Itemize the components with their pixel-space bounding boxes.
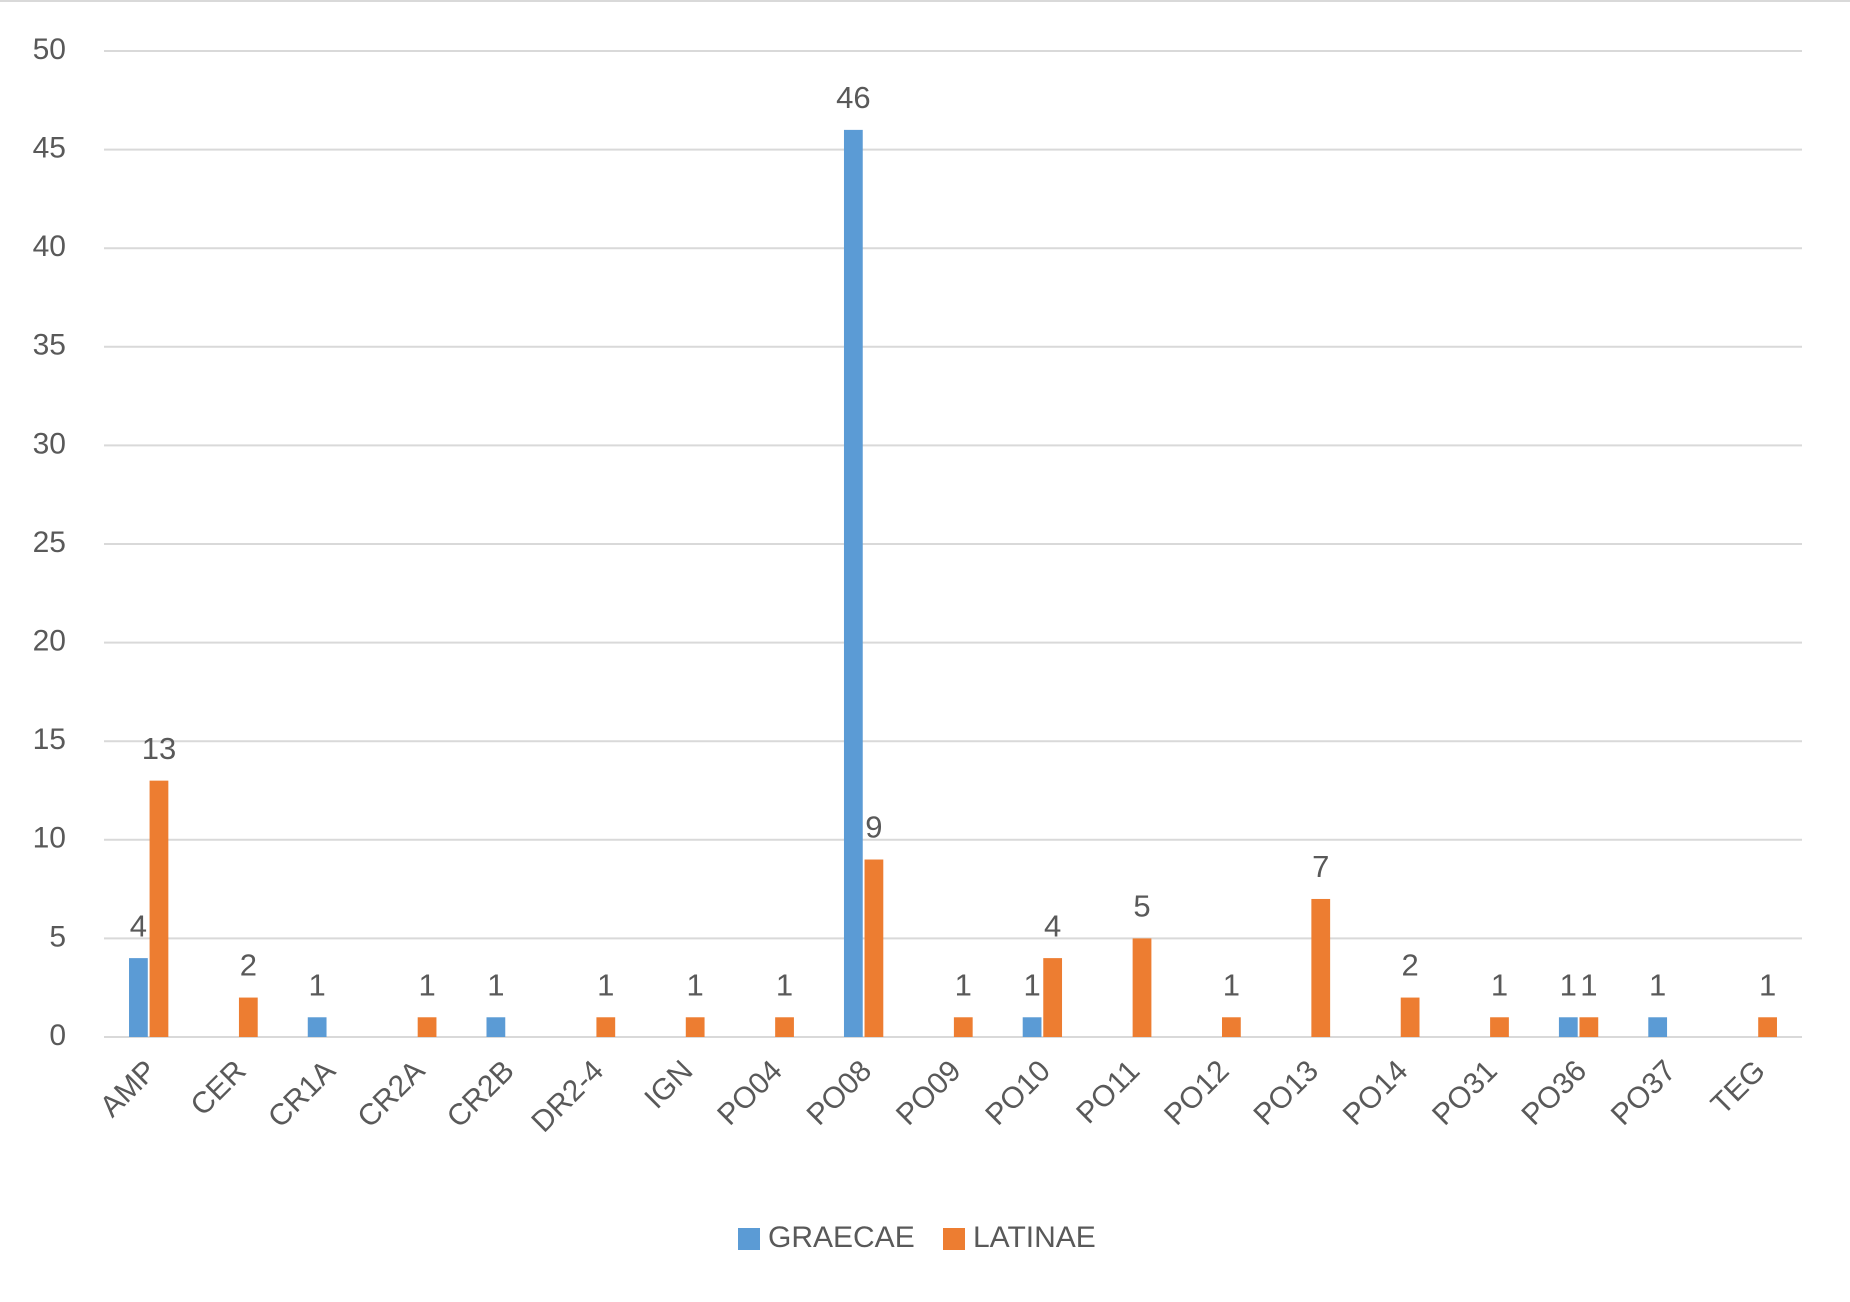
bar <box>864 859 884 1037</box>
data-label: 9 <box>865 810 882 845</box>
x-tick-label: PO11 <box>1070 1054 1146 1130</box>
x-tick-label: PO04 <box>711 1054 789 1132</box>
x-tick-label: CR1A <box>262 1054 342 1134</box>
bar <box>1758 1017 1777 1037</box>
x-tick-label: DR2-4 <box>525 1054 610 1139</box>
data-label: 1 <box>1649 967 1666 1002</box>
data-label: 13 <box>142 731 176 766</box>
x-tick-label: CR2A <box>351 1054 431 1134</box>
y-tick-label: 30 <box>33 427 66 460</box>
data-label: 46 <box>836 80 870 115</box>
x-tick-label: CER <box>184 1054 252 1122</box>
data-label: 1 <box>1759 967 1776 1002</box>
bar <box>129 958 148 1037</box>
data-label: 7 <box>1312 849 1329 884</box>
bar <box>238 997 258 1037</box>
data-label: 1 <box>1023 967 1040 1002</box>
data-label: 1 <box>776 967 793 1002</box>
x-tick-label: PO09 <box>890 1054 968 1132</box>
data-label: 1 <box>418 967 435 1002</box>
x-tick-label: IGN <box>638 1054 699 1115</box>
data-label: 1 <box>487 967 504 1002</box>
legend-label: LATINAE <box>973 1221 1096 1254</box>
x-tick-label: PO36 <box>1516 1054 1594 1132</box>
legend-swatch <box>738 1228 760 1250</box>
x-tick-label: PO31 <box>1426 1054 1504 1132</box>
y-tick-label: 25 <box>33 526 66 559</box>
x-tick-label: PO13 <box>1247 1054 1325 1132</box>
bar <box>1490 1017 1509 1037</box>
data-label: 1 <box>687 967 704 1002</box>
bar <box>953 1017 973 1037</box>
bar <box>1043 958 1063 1037</box>
bar <box>1221 1017 1241 1037</box>
legend-label: GRAECAE <box>768 1221 915 1254</box>
bar <box>843 129 863 1037</box>
bar <box>417 1017 437 1037</box>
x-tick-label: CR2B <box>441 1054 521 1134</box>
x-tick-label: TEG <box>1705 1054 1772 1121</box>
data-label: 1 <box>1560 967 1577 1002</box>
y-tick-label: 50 <box>33 33 66 66</box>
bar <box>1132 938 1152 1037</box>
data-label: 1 <box>597 967 614 1002</box>
bar <box>1400 997 1420 1037</box>
y-tick-label: 35 <box>33 329 66 362</box>
data-label: 1 <box>955 967 972 1002</box>
data-label: 1 <box>1580 967 1597 1002</box>
bar <box>1648 1017 1668 1037</box>
y-tick-label: 40 <box>33 230 66 263</box>
data-label: 2 <box>240 948 257 983</box>
x-tick-label: PO08 <box>801 1054 879 1132</box>
bar <box>149 780 169 1037</box>
y-tick-label: 10 <box>33 822 66 855</box>
y-tick-label: 15 <box>33 723 66 756</box>
x-tick-label: PO10 <box>979 1054 1057 1132</box>
x-tick-label: AMP <box>94 1054 163 1123</box>
bar <box>1579 1017 1599 1037</box>
bar <box>596 1017 616 1037</box>
bar <box>685 1017 705 1037</box>
y-tick-label: 5 <box>49 920 66 953</box>
data-label: 1 <box>309 967 326 1002</box>
data-label: 1 <box>1491 967 1508 1002</box>
bar <box>307 1017 327 1037</box>
legend-swatch <box>943 1228 965 1250</box>
bar <box>1558 1017 1578 1037</box>
data-label: 2 <box>1401 948 1418 983</box>
bar <box>775 1017 794 1037</box>
x-tick-label: PO37 <box>1605 1054 1683 1132</box>
data-label: 4 <box>1044 908 1061 943</box>
data-label: 1 <box>1223 967 1240 1002</box>
x-tick-label: PO12 <box>1158 1054 1236 1132</box>
bar <box>1311 898 1331 1037</box>
y-tick-label: 0 <box>49 1019 66 1052</box>
x-tick-label: PO14 <box>1337 1054 1415 1132</box>
y-tick-label: 20 <box>33 625 66 658</box>
bar <box>486 1017 506 1037</box>
data-label: 4 <box>130 908 147 943</box>
y-tick-label: 45 <box>33 132 66 165</box>
data-label: 5 <box>1133 889 1150 924</box>
bar <box>1022 1017 1042 1037</box>
